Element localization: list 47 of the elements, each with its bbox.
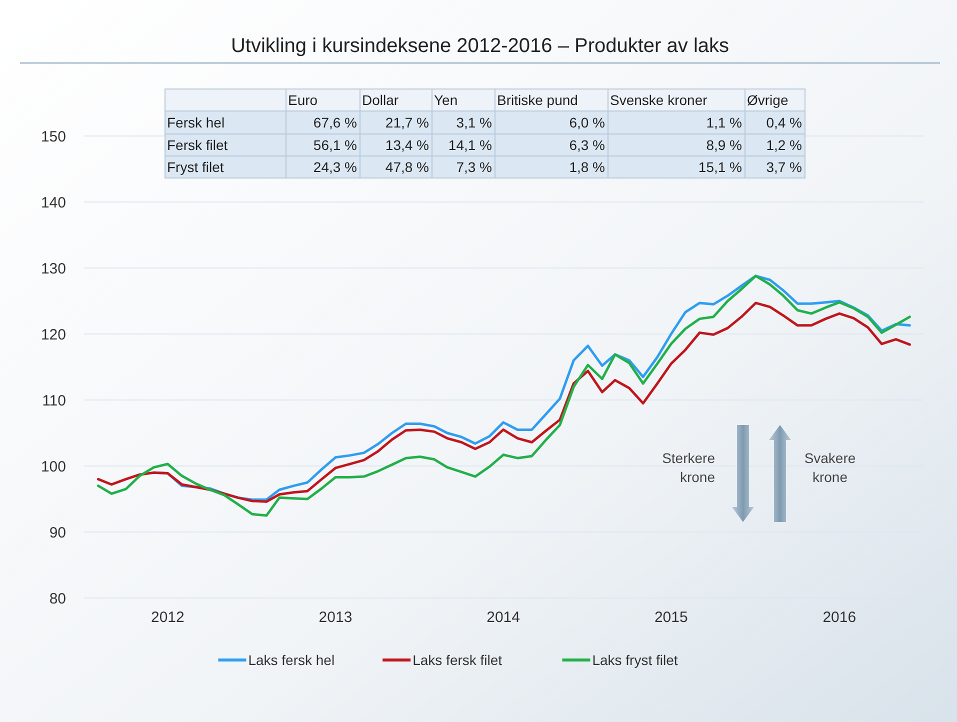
category-label: Svenske kroner — [610, 92, 708, 108]
y-tick-label: 130 — [40, 260, 66, 278]
y-tick-label: 110 — [42, 392, 66, 410]
x-tick-label: 2015 — [654, 609, 688, 626]
text: 13,4 % — [385, 136, 429, 153]
annotation: Sterkere krone — [662, 450, 716, 485]
y-tick-label: 140 — [40, 194, 66, 212]
text: 6,3 % — [569, 136, 605, 153]
legend-label: Laks fersk hel — [248, 652, 335, 668]
category-label: Yen — [434, 92, 458, 108]
category-label: Fersk hel — [167, 114, 225, 130]
y-tick-label: 120 — [40, 326, 66, 344]
text: 1,1 % — [706, 114, 742, 130]
y-tick-label: 90 — [49, 524, 66, 542]
y-tick-label: 80 — [49, 590, 66, 608]
legend-label: Laks fryst filet — [592, 652, 678, 668]
x-tick-label: 2013 — [318, 609, 352, 626]
category-label: Øvrige — [747, 92, 788, 108]
text: 7,3 % — [456, 158, 492, 175]
line-series — [97, 302, 911, 503]
text: 6,0 % — [569, 114, 605, 130]
text: 3,1 % — [456, 114, 492, 130]
text: 0,4 % — [766, 114, 802, 130]
text: 15,1 % — [698, 158, 742, 175]
x-tick-label: 2012 — [150, 609, 184, 626]
category-label: Dollar — [362, 92, 399, 108]
category-label: Fersk filet — [167, 136, 228, 153]
category-label: Britiske pund — [497, 92, 578, 108]
text: 67,6 % — [313, 114, 357, 130]
text: 14,1 % — [448, 136, 492, 153]
x-tick-label: 2014 — [486, 609, 520, 626]
y-tick-label: 150 — [40, 128, 66, 146]
y-tick-label: 100 — [40, 458, 66, 476]
text: 8,9 % — [706, 136, 742, 153]
text: 3,7 % — [766, 158, 802, 175]
annotation: Svakere krone — [804, 450, 856, 485]
chart-title: Utvikling i kursindeksene 2012-2016 – Produkter av laks — [230, 35, 730, 57]
text: 24,3 % — [313, 158, 357, 175]
text: 1,8 % — [569, 158, 605, 175]
legend-label: Laks fersk filet — [412, 652, 502, 668]
x-tick-label: 2016 — [822, 609, 856, 626]
text: 56,1 % — [313, 136, 357, 153]
category-label: Euro — [288, 92, 318, 108]
category-label: Fryst filet — [167, 158, 224, 175]
text: 47,8 % — [385, 158, 429, 175]
text: 21,7 % — [385, 114, 429, 130]
text: 1,2 % — [766, 136, 802, 153]
